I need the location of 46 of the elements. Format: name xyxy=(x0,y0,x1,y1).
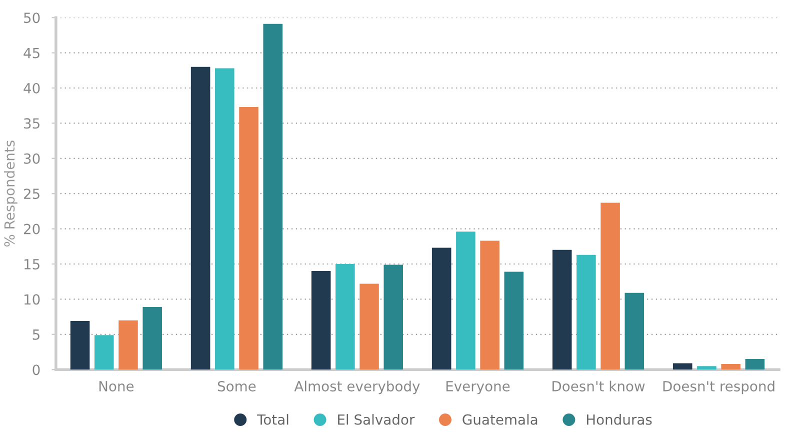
x-tick-label: Everyone xyxy=(446,381,510,394)
y-tick-label: 45 xyxy=(24,48,40,58)
bar xyxy=(480,240,500,370)
bar xyxy=(239,107,258,370)
bar xyxy=(94,335,114,370)
bar xyxy=(504,272,524,370)
bar xyxy=(432,248,452,370)
bar xyxy=(263,24,282,370)
bar xyxy=(190,66,210,370)
bar xyxy=(336,264,355,370)
bar xyxy=(697,366,716,370)
x-tick-label: Some xyxy=(218,380,256,392)
y-tick-label: 40 xyxy=(24,82,40,94)
bar xyxy=(672,363,692,370)
legend-label: Honduras xyxy=(586,414,652,425)
bar xyxy=(745,359,765,370)
bar xyxy=(456,232,476,370)
legend-label: Total xyxy=(256,414,288,425)
bar xyxy=(70,321,90,370)
bar xyxy=(118,320,138,370)
y-tick-label: 25 xyxy=(24,188,40,200)
y-tick-label: 35 xyxy=(24,118,40,129)
y-tick-label: 30 xyxy=(24,153,40,164)
bar xyxy=(600,202,620,370)
x-tick-label: None xyxy=(99,381,134,392)
y-tick-label: 5 xyxy=(32,330,40,340)
x-tick-label: Almost everybody xyxy=(294,380,420,394)
bar xyxy=(215,68,234,370)
legend-label: Guatemala xyxy=(462,414,538,425)
x-tick-label: Doesn't respond xyxy=(663,380,774,394)
legend-label: El Salvador xyxy=(338,414,415,425)
bar xyxy=(576,254,596,370)
bar xyxy=(552,250,572,370)
y-tick-label: 0 xyxy=(32,364,40,376)
bar xyxy=(721,364,740,370)
bar xyxy=(624,292,644,370)
y-tick-label: 50 xyxy=(24,12,40,24)
y-tick-label: 10 xyxy=(24,294,40,305)
y-tick-label: 20 xyxy=(24,224,40,234)
bar xyxy=(311,271,331,370)
x-tick-label: Doesn't know xyxy=(552,380,645,392)
y-tick-label: 15 xyxy=(24,259,40,270)
bar xyxy=(360,284,379,370)
bar xyxy=(142,306,162,370)
bar xyxy=(384,264,404,370)
y-axis-title: % Respondents xyxy=(4,140,18,247)
